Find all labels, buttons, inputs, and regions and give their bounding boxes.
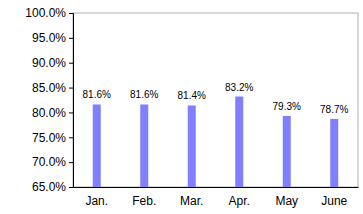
y-axis: 65.0% 70.0% 75.0% 80.0% 85.0% 90.0% 95.0% 100.0…: [25, 6, 73, 194]
x-tick: Feb.: [132, 187, 156, 208]
y-tick-label: 70.0%: [32, 155, 66, 169]
data-labels: 81.6% 81.6% 81.4% 83.2% 79.3% 78.7%: [83, 82, 349, 115]
y-tick-mark: [69, 38, 73, 39]
x-tick-label: May: [275, 194, 298, 208]
y-tick: 75.0%: [32, 131, 73, 145]
y-tick-label: 75.0%: [32, 131, 66, 145]
y-tick-mark: [69, 162, 73, 163]
data-label: 81.6%: [130, 89, 158, 100]
x-tick-label: Apr.: [229, 194, 250, 208]
plot: 65.0% 70.0% 75.0% 80.0% 85.0% 90.0% 95.0% 100.0…: [25, 6, 358, 207]
x-tick-label: June: [321, 194, 347, 208]
x-tick-label: Jan.: [85, 194, 108, 208]
data-label: 79.3%: [273, 101, 301, 112]
x-tick: Mar.: [180, 187, 203, 208]
y-axis-line: [69, 14, 74, 188]
x-tick: Apr.: [229, 187, 250, 208]
y-tick-label: 85.0%: [32, 81, 66, 95]
bar: [235, 97, 243, 187]
data-label: 81.4%: [178, 90, 206, 101]
y-tick: 95.0%: [32, 31, 73, 45]
y-tick-mark: [69, 88, 73, 89]
y-tick-mark: [69, 137, 73, 138]
data-label: 78.7%: [320, 104, 348, 115]
data-label: 83.2%: [225, 82, 253, 93]
bars: [93, 97, 339, 187]
bar: [330, 119, 338, 187]
y-tick-mark: [69, 13, 73, 14]
bar: [283, 116, 291, 187]
bar: [93, 104, 101, 187]
y-tick-label: 95.0%: [32, 31, 66, 45]
y-tick-label: 100.0%: [25, 6, 66, 20]
bar: [188, 105, 196, 187]
y-tick-mark: [69, 63, 73, 64]
y-tick: 65.0%: [32, 180, 73, 194]
y-tick: 100.0%: [25, 6, 73, 20]
x-axis: Jan. Feb. Mar. Apr. May June: [74, 187, 359, 208]
x-tick: May: [275, 187, 298, 208]
y-tick: 85.0%: [32, 81, 73, 95]
x-tick-label: Mar.: [180, 194, 203, 208]
y-tick: 80.0%: [32, 106, 73, 120]
y-tick: 70.0%: [32, 155, 73, 169]
x-tick-label: Feb.: [132, 194, 156, 208]
y-tick-label: 65.0%: [32, 180, 66, 194]
x-tick: Jan.: [85, 187, 108, 208]
y-tick-mark: [69, 187, 73, 188]
y-tick-mark: [69, 112, 73, 113]
bar: [140, 104, 148, 187]
y-tick-label: 90.0%: [32, 56, 66, 70]
y-tick-label: 80.0%: [32, 106, 66, 120]
plot-frame: [73, 13, 358, 187]
x-axis-line: [74, 187, 359, 188]
x-tick: June: [321, 187, 347, 208]
chart: 65.0% 70.0% 75.0% 80.0% 85.0% 90.0% 95.0% 100.0…: [0, 0, 363, 214]
y-tick: 90.0%: [32, 56, 73, 70]
data-label: 81.6%: [83, 89, 111, 100]
